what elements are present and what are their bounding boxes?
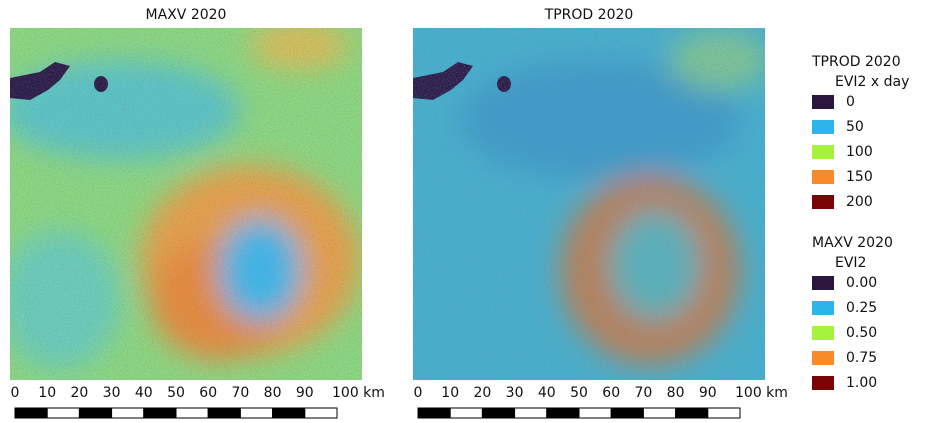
legend-swatch	[812, 170, 834, 184]
legend-label: 1.00	[846, 375, 877, 391]
scale-label: 80	[264, 385, 282, 401]
scale-label: 100 km	[332, 385, 385, 401]
legend-unit: EVI2	[835, 255, 866, 271]
legend-unit: EVI2 x day	[835, 74, 909, 90]
scale-bar-segment	[611, 408, 643, 418]
scale-label: 30	[506, 385, 524, 401]
scale-label: 50	[570, 385, 588, 401]
map-title: TPROD 2020	[544, 7, 634, 23]
legend-label: 100	[846, 144, 873, 160]
scale-bar-segment	[708, 408, 740, 418]
scale-bar-segment	[450, 408, 482, 418]
legend-swatch	[812, 276, 834, 290]
scale-bar-segment	[208, 408, 240, 418]
legend-label: 50	[846, 119, 864, 135]
scale-label: 100 km	[735, 385, 788, 401]
legend-swatch	[812, 301, 834, 315]
legend-swatch	[812, 195, 834, 209]
scale-label: 50	[167, 385, 185, 401]
legend-swatch	[812, 351, 834, 365]
legend-label: 0.50	[846, 325, 877, 341]
scale-label: 70	[231, 385, 249, 401]
scale-label: 10	[441, 385, 459, 401]
scale-label: 0	[414, 385, 423, 401]
tprod-map	[413, 28, 770, 380]
legend-title: TPROD 2020	[811, 54, 901, 70]
legend-swatch	[812, 326, 834, 340]
scale-bar-segment	[676, 408, 708, 418]
scale-bar-segment	[240, 408, 272, 418]
scale-label: 60	[199, 385, 217, 401]
legend-label: 0	[846, 94, 855, 110]
scale-bar-segment	[579, 408, 611, 418]
scale-bar-segment	[515, 408, 547, 418]
legend-swatch	[812, 120, 834, 134]
scale-bar-segment	[547, 408, 579, 418]
scale-label: 40	[135, 385, 153, 401]
scale-label: 60	[602, 385, 620, 401]
scale-label: 70	[634, 385, 652, 401]
legend-label: 0.75	[846, 350, 877, 366]
scale-label: 40	[538, 385, 556, 401]
scale-label: 80	[667, 385, 685, 401]
scale-bar-segment	[176, 408, 208, 418]
scale-label: 0	[11, 385, 20, 401]
legend-label: 200	[846, 194, 873, 210]
legend-swatch	[812, 145, 834, 159]
scale-bar-segment	[305, 408, 337, 418]
scale-label: 90	[699, 385, 717, 401]
scale-label: 90	[296, 385, 314, 401]
scale-label: 10	[38, 385, 56, 401]
maxv-map	[0, 20, 362, 380]
scale-bar-segment	[47, 408, 79, 418]
legend-label: 0.00	[846, 275, 877, 291]
legend-swatch	[812, 95, 834, 109]
legend-label: 0.25	[846, 300, 877, 316]
scale-bar-segment	[144, 408, 176, 418]
scale-label: 20	[473, 385, 491, 401]
scale-label: 20	[70, 385, 88, 401]
scale-bar-segment	[273, 408, 305, 418]
scale-bar-segment	[15, 408, 47, 418]
scale-label: 30	[103, 385, 121, 401]
scale-bar-segment	[112, 408, 144, 418]
legend-swatch	[812, 376, 834, 390]
scale-bar-segment	[418, 408, 450, 418]
legend-title: MAXV 2020	[812, 235, 893, 251]
map-title: MAXV 2020	[146, 7, 227, 23]
legend-label: 150	[846, 169, 873, 185]
scale-bar-segment	[643, 408, 675, 418]
scale-bar-segment	[79, 408, 111, 418]
figure: MAXV 2020 0 10 20 30 40 50 60 70 80 90 100 km TPROD …	[0, 0, 933, 423]
scale-bar-segment	[482, 408, 514, 418]
